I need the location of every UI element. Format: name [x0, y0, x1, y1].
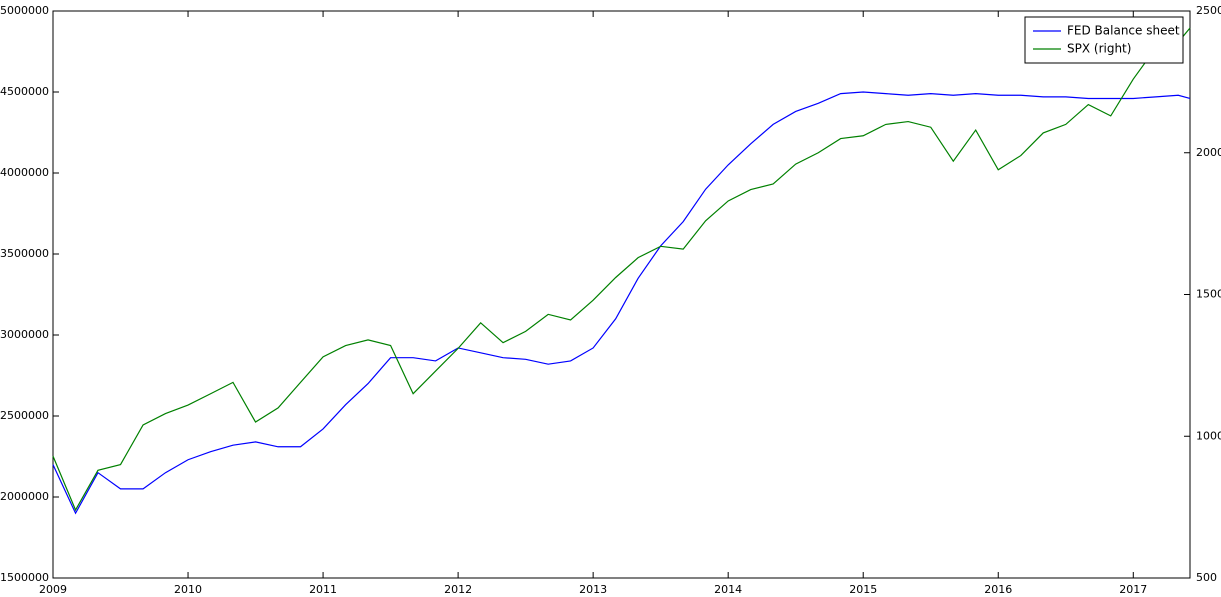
y-tick-label: 3000000 — [0, 328, 49, 341]
y2-tick-label: 2000 — [1196, 146, 1221, 159]
x-tick-label: 2012 — [444, 583, 472, 596]
series-line — [52, 91, 1191, 515]
plot-frame — [52, 10, 1191, 579]
x-tick-label: 2010 — [174, 583, 202, 596]
y-tick-label: 4500000 — [0, 85, 49, 98]
y2-tick-label: 2500 — [1196, 4, 1221, 17]
x-tick-label: 2013 — [579, 583, 607, 596]
x-tick-label: 2016 — [984, 583, 1012, 596]
plot-area — [52, 27, 1191, 515]
x-tick-label: 2009 — [39, 583, 67, 596]
y-tick-label: 3500000 — [0, 247, 49, 260]
legend-label: SPX (right) — [1067, 42, 1131, 56]
series-line — [52, 27, 1191, 512]
legend-label: FED Balance sheet — [1067, 24, 1180, 38]
x-tick-label: 2014 — [714, 583, 742, 596]
y-tick-label: 2500000 — [0, 409, 49, 422]
y-tick-label: 5000000 — [0, 4, 49, 17]
y2-tick-label: 1500 — [1196, 288, 1221, 301]
y-tick-label: 1500000 — [0, 571, 49, 584]
x-tick-label: 2015 — [849, 583, 877, 596]
x-tick-label: 2011 — [309, 583, 337, 596]
y-tick-label: 4000000 — [0, 166, 49, 179]
legend: FED Balance sheet SPX (right) — [1024, 16, 1184, 64]
y-tick-label: 2000000 — [0, 490, 49, 503]
x-tick-label: 2017 — [1119, 583, 1147, 596]
y2-tick-label: 1000 — [1196, 429, 1221, 442]
y2-tick-label: 500 — [1196, 571, 1217, 584]
legend-box — [1024, 16, 1184, 64]
